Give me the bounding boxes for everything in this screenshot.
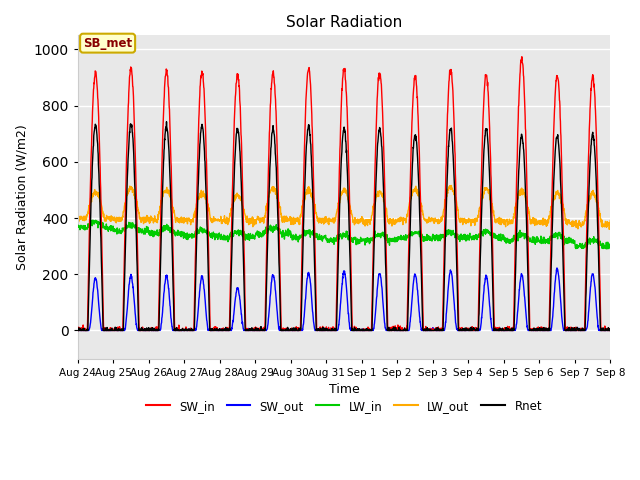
LW_in <box>604 246 611 252</box>
Rnet <box>607 326 614 332</box>
SW_out <box>560 327 568 333</box>
SW_in <box>359 326 367 332</box>
LW_in <box>223 235 230 241</box>
Rnet <box>360 327 367 333</box>
SW_out <box>74 327 82 333</box>
Text: SB_met: SB_met <box>83 36 132 49</box>
SW_in <box>74 327 81 333</box>
LW_out <box>222 219 230 225</box>
LW_out <box>447 182 455 188</box>
LW_out <box>605 227 613 232</box>
SW_in <box>559 233 567 239</box>
LW_out <box>74 217 81 223</box>
Title: Solar Radiation: Solar Radiation <box>286 15 402 30</box>
X-axis label: Time: Time <box>328 383 359 396</box>
LW_in <box>574 245 582 251</box>
SW_in <box>518 54 525 60</box>
LW_out <box>607 217 614 223</box>
Rnet <box>575 327 582 333</box>
SW_out <box>607 326 614 332</box>
LW_in <box>607 244 614 250</box>
Rnet <box>371 203 379 209</box>
LW_in <box>499 237 506 242</box>
Line: LW_out: LW_out <box>77 185 611 229</box>
SW_in <box>574 327 582 333</box>
Rnet <box>223 327 230 333</box>
LW_out <box>559 204 567 209</box>
SW_out <box>223 327 230 333</box>
Line: SW_out: SW_out <box>77 268 611 330</box>
SW_out <box>553 265 561 271</box>
Legend: SW_in, SW_out, LW_in, LW_out, Rnet: SW_in, SW_out, LW_in, LW_out, Rnet <box>141 395 547 417</box>
Line: SW_in: SW_in <box>77 57 611 330</box>
Rnet <box>499 327 507 333</box>
SW_in <box>499 327 506 333</box>
LW_in <box>371 232 379 238</box>
LW_out <box>499 219 506 225</box>
LW_out <box>574 223 582 228</box>
SW_out <box>371 316 379 322</box>
Rnet <box>74 327 81 333</box>
SW_out <box>74 327 81 333</box>
Rnet <box>74 327 82 333</box>
SW_in <box>371 179 378 185</box>
Rnet <box>163 119 170 125</box>
LW_out <box>359 216 367 222</box>
Line: LW_in: LW_in <box>77 220 611 249</box>
Line: Rnet: Rnet <box>77 122 611 330</box>
SW_out <box>360 327 367 333</box>
Y-axis label: Solar Radiation (W/m2): Solar Radiation (W/m2) <box>15 124 28 270</box>
LW_in <box>559 235 567 241</box>
Rnet <box>560 277 568 283</box>
SW_out <box>575 327 582 333</box>
SW_in <box>607 327 614 333</box>
LW_in <box>360 238 367 244</box>
SW_out <box>499 327 506 333</box>
LW_out <box>371 203 378 208</box>
SW_in <box>222 327 230 333</box>
LW_in <box>89 217 97 223</box>
LW_in <box>74 223 81 228</box>
